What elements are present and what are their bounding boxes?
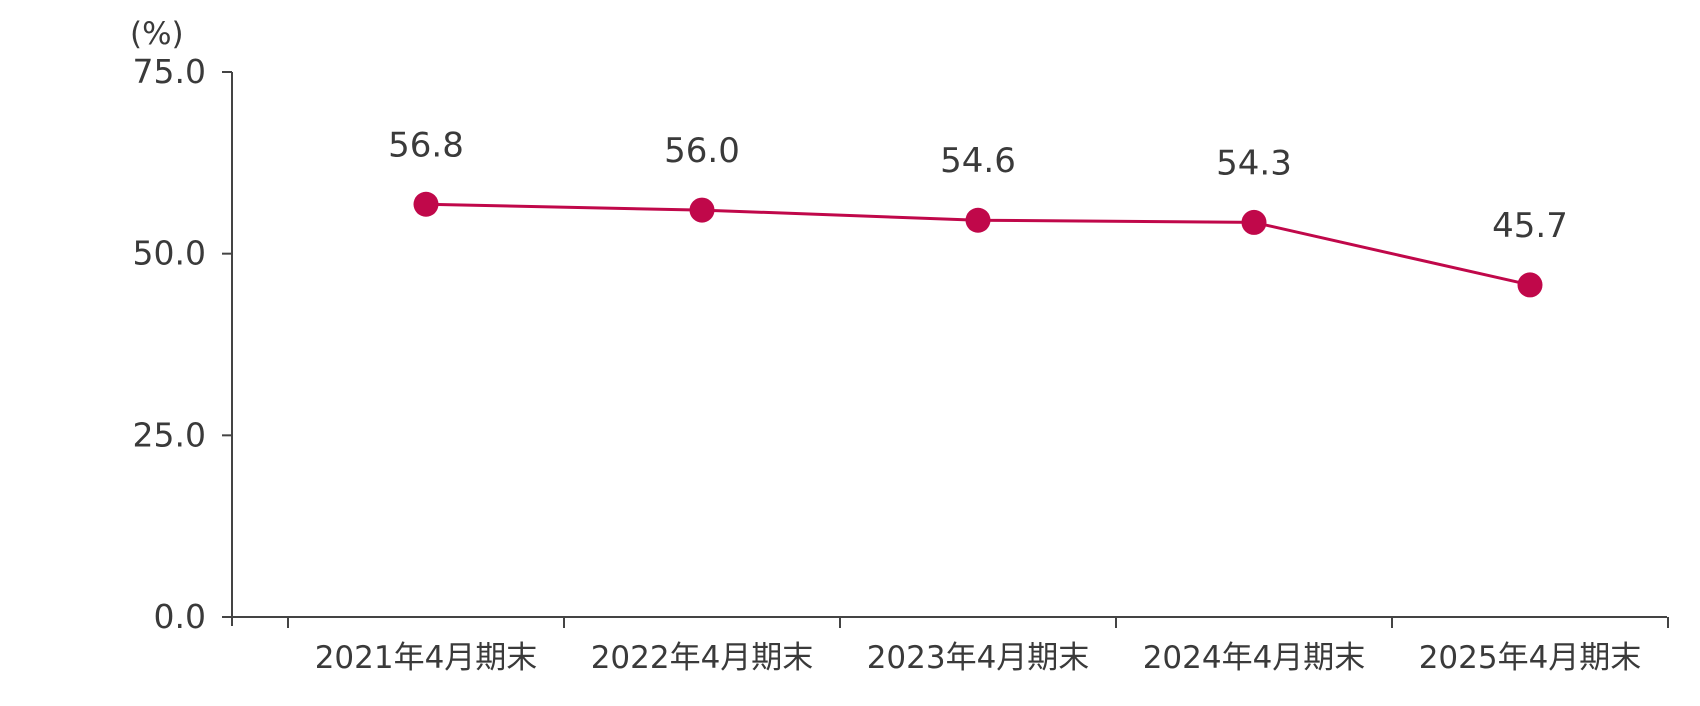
x-category-label: 2023年4月期末 bbox=[867, 640, 1090, 676]
data-point bbox=[689, 197, 715, 223]
data-points bbox=[413, 191, 1543, 298]
axes bbox=[231, 72, 1667, 626]
data-point bbox=[965, 207, 991, 233]
x-ticks: 2021年4月期末 2022年4月期末 2023年4月期末 2024年4月期末 2025… bbox=[287, 617, 1669, 676]
y-tick-label: 25.0 bbox=[133, 415, 206, 454]
data-labels: 56.8 56.0 54.6 54.3 45.7 bbox=[388, 125, 1568, 246]
data-label: 54.3 bbox=[1216, 143, 1292, 183]
data-point bbox=[1517, 272, 1543, 298]
data-point bbox=[413, 191, 439, 217]
x-category-label: 2025年4月期末 bbox=[1419, 640, 1642, 676]
data-label: 54.6 bbox=[940, 141, 1016, 181]
x-category-label: 2024年4月期末 bbox=[1143, 640, 1366, 676]
data-label: 45.7 bbox=[1492, 206, 1568, 246]
x-category-label: 2021年4月期末 bbox=[315, 640, 538, 676]
y-axis-unit-label: (%) bbox=[130, 16, 184, 52]
y-tick-label: 50.0 bbox=[133, 234, 206, 273]
x-category-label: 2022年4月期末 bbox=[591, 640, 814, 676]
y-ticks: 0.0 25.0 50.0 75.0 bbox=[133, 52, 232, 636]
y-tick-label: 75.0 bbox=[133, 52, 206, 91]
y-tick-label: 0.0 bbox=[154, 597, 206, 636]
data-point bbox=[1241, 209, 1267, 235]
data-label: 56.8 bbox=[388, 125, 464, 165]
data-label: 56.0 bbox=[664, 131, 740, 171]
